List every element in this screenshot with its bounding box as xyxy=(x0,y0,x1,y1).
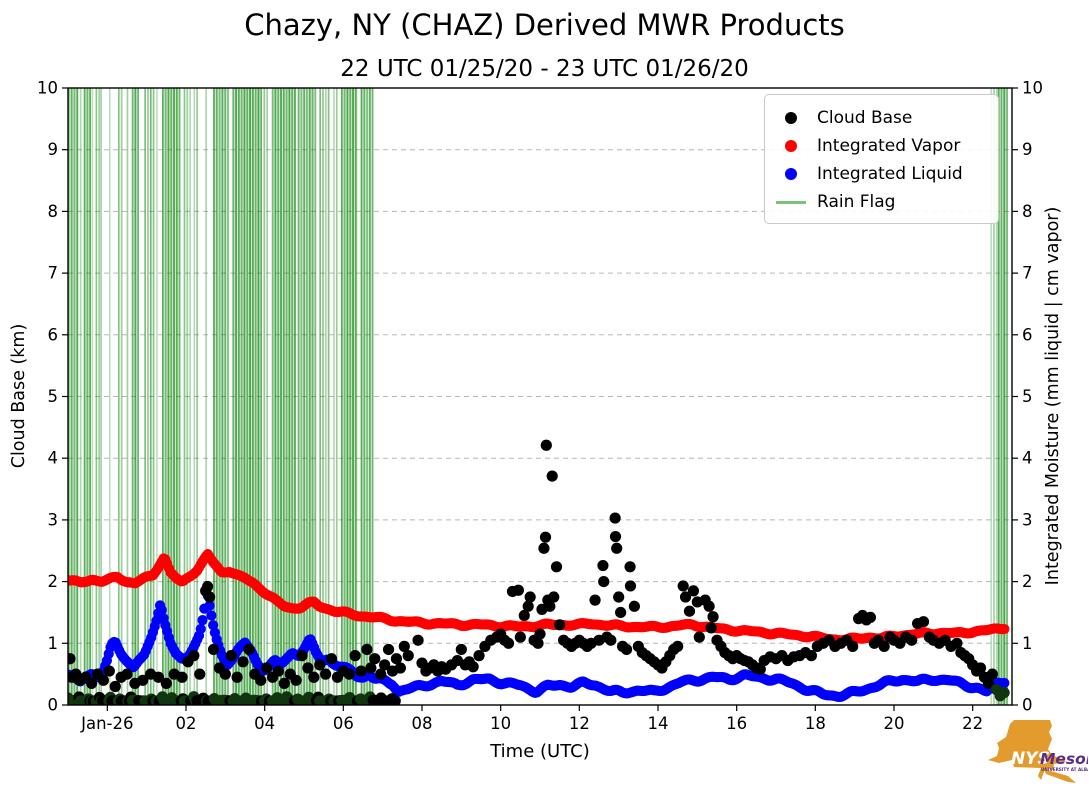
legend-item-cloud-base: Cloud Base xyxy=(765,104,998,132)
svg-text:02: 02 xyxy=(176,714,197,733)
svg-text:10: 10 xyxy=(37,79,58,98)
new-york-state-icon xyxy=(988,720,1066,780)
svg-text:4: 4 xyxy=(1022,449,1033,468)
integrated-vapor-dot-icon xyxy=(785,140,797,152)
svg-text:2: 2 xyxy=(48,572,59,591)
svg-text:22: 22 xyxy=(962,714,983,733)
svg-text:5: 5 xyxy=(48,387,59,406)
y-axis-right-label: Integrated Moisture (mm liquid | cm vapo… xyxy=(1043,207,1063,586)
integrated-vapor-points xyxy=(68,549,1010,646)
svg-text:10: 10 xyxy=(1022,79,1043,98)
svg-text:6: 6 xyxy=(48,325,59,344)
svg-text:3: 3 xyxy=(48,510,59,529)
svg-text:8: 8 xyxy=(48,202,59,221)
svg-text:4: 4 xyxy=(48,449,59,468)
cloud-base-points xyxy=(68,439,1010,705)
chart-subtitle: 22 UTC 01/25/20 - 23 UTC 01/26/20 xyxy=(340,56,749,82)
svg-text:2: 2 xyxy=(1022,572,1033,591)
svg-text:20: 20 xyxy=(884,714,905,733)
svg-text:9: 9 xyxy=(1022,140,1033,159)
svg-text:16: 16 xyxy=(726,714,747,733)
legend-label-integrated-liquid: Integrated Liquid xyxy=(817,164,963,184)
svg-text:7: 7 xyxy=(48,264,59,283)
y-axis-left-label: Cloud Base (km) xyxy=(9,324,29,469)
x-axis-label: Time (UTC) xyxy=(489,741,590,762)
svg-text:6: 6 xyxy=(1022,325,1033,344)
svg-text:0: 0 xyxy=(48,696,59,715)
svg-text:06: 06 xyxy=(333,714,354,733)
svg-text:08: 08 xyxy=(412,714,433,733)
legend-label-rain-flag: Rain Flag xyxy=(817,192,896,212)
svg-text:18: 18 xyxy=(805,714,826,733)
chart-title: Chazy, NY (CHAZ) Derived MWR Products xyxy=(244,8,845,42)
logo-nys-text: NYS xyxy=(1011,749,1050,769)
svg-text:04: 04 xyxy=(254,714,275,733)
svg-text:1: 1 xyxy=(48,634,59,653)
x-axis-ticks: Jan-26 02 04 06 08 10 12 14 16 18 20 22 xyxy=(80,705,983,733)
long-island-icon xyxy=(1044,769,1076,783)
svg-text:12: 12 xyxy=(569,714,590,733)
legend-item-integrated-liquid: Integrated Liquid xyxy=(765,160,998,188)
legend-item-integrated-vapor: Integrated Vapor xyxy=(765,132,998,160)
y-axis-right-ticks: 0 1 2 3 4 5 6 7 8 9 10 xyxy=(1012,79,1043,715)
svg-text:10: 10 xyxy=(490,714,511,733)
integrated-liquid-dot-icon xyxy=(785,168,797,180)
nys-mesonet-logo: NYS Mesonet UNIVERSITY AT ALBANY xyxy=(988,720,1088,783)
svg-text:3: 3 xyxy=(1022,510,1033,529)
svg-text:14: 14 xyxy=(648,714,669,733)
logo-tagline-text: UNIVERSITY AT ALBANY xyxy=(1041,767,1088,772)
svg-text:Jan-26: Jan-26 xyxy=(80,714,133,733)
legend-label-cloud-base: Cloud Base xyxy=(817,108,913,128)
svg-text:1: 1 xyxy=(1022,634,1033,653)
cloud-base-dot-icon xyxy=(785,112,797,124)
svg-text:5: 5 xyxy=(1022,387,1033,406)
legend-label-integrated-vapor: Integrated Vapor xyxy=(817,136,961,156)
svg-text:7: 7 xyxy=(1022,264,1033,283)
rain-flag-spans xyxy=(68,88,1008,705)
legend: Cloud Base Integrated Vapor Integrated L… xyxy=(764,94,999,224)
svg-text:9: 9 xyxy=(48,140,59,159)
rain-flag-line-icon xyxy=(776,200,806,204)
svg-text:8: 8 xyxy=(1022,202,1033,221)
svg-text:0: 0 xyxy=(1022,696,1033,715)
y-axis-left-ticks: 0 1 2 3 4 5 6 7 8 9 10 xyxy=(37,79,68,715)
legend-item-rain-flag: Rain Flag xyxy=(765,188,998,216)
logo-mesonet-text: Mesonet xyxy=(1040,750,1088,768)
